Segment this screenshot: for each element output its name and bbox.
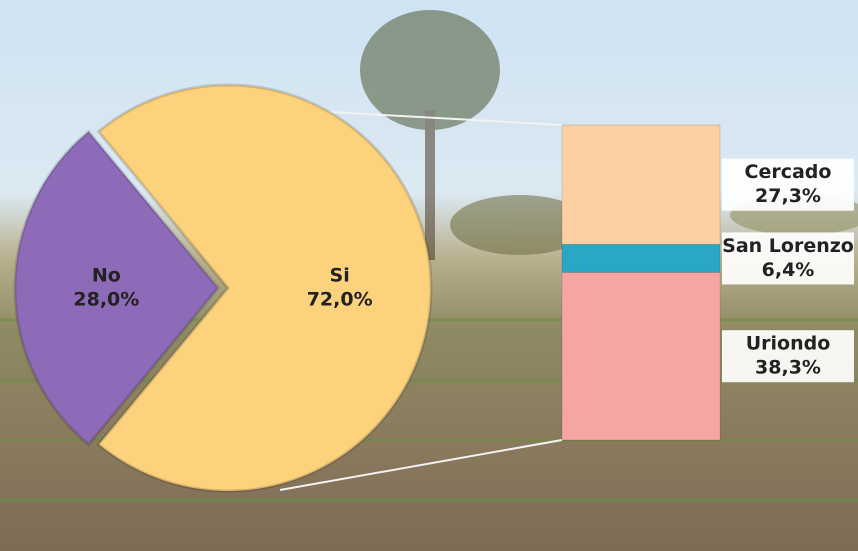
tree (360, 10, 500, 130)
pie-slice (13, 129, 220, 447)
legend-label: Uriondo (746, 333, 831, 355)
connector-line (279, 439, 563, 491)
segment-value-label: 6,4% (762, 259, 815, 281)
pie-slice (96, 83, 433, 493)
label-box (722, 158, 854, 211)
segment-value-label: 38,3% (755, 357, 821, 379)
legend-label: San Lorenzo (722, 235, 854, 257)
label-box (722, 232, 854, 285)
label-box (722, 330, 854, 383)
slice-value-label: 28,0% (73, 289, 139, 311)
tree-trunk (425, 110, 435, 260)
bar-segment (561, 271, 721, 441)
slice-value-label: 72,0% (307, 289, 373, 311)
slice-label: No (92, 265, 121, 287)
bush (450, 195, 590, 255)
legend-label: Cercado (745, 161, 832, 183)
slice-label: Si (330, 265, 350, 287)
bar-segment (561, 243, 721, 273)
connector-line (329, 111, 563, 126)
bar-segment (561, 124, 721, 245)
segment-value-label: 27,3% (755, 185, 821, 207)
